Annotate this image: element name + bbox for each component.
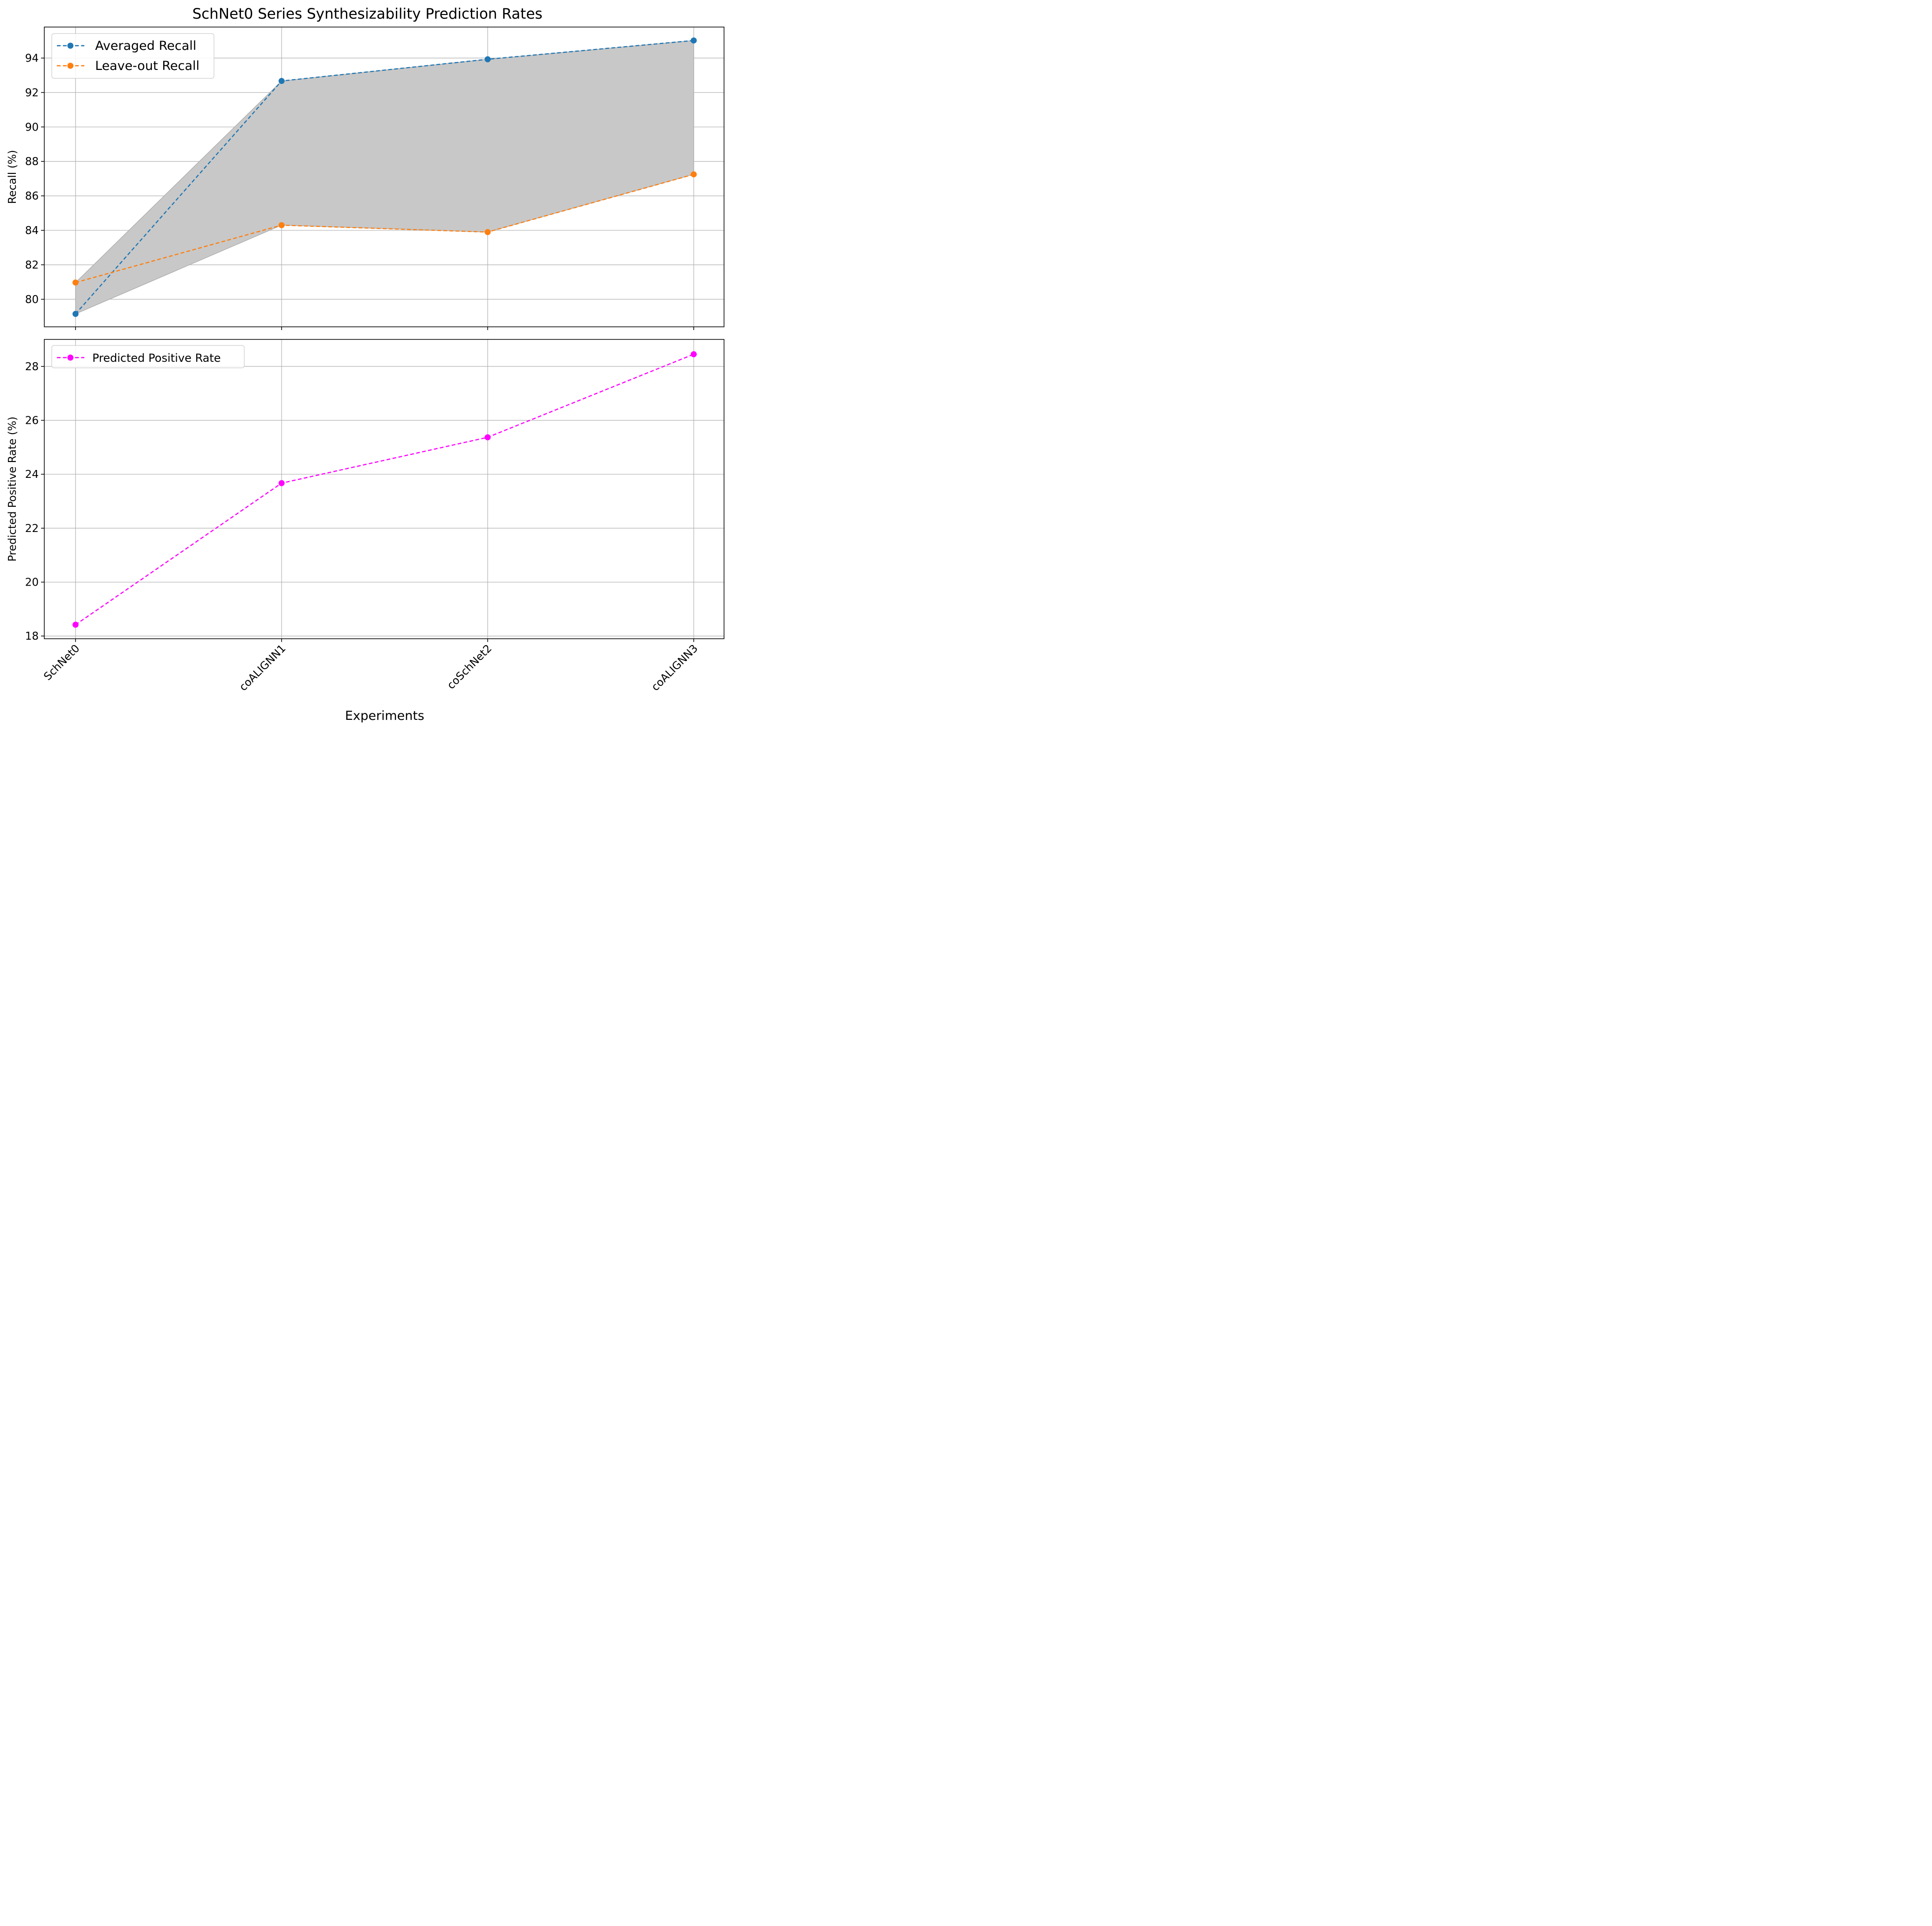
panel-2: 18 20 22 24 26 28 Predicted Positive Rate (%) P… bbox=[7, 339, 724, 642]
panels: 80 82 84 86 88 90 92 94 Recall (%) Averaged Recal… bbox=[7, 27, 724, 693]
y-tick-label: 26 bbox=[25, 415, 39, 427]
chart-title: SchNet0 Series Synthesizability Predicti… bbox=[192, 6, 542, 22]
y-tick-label: 20 bbox=[25, 577, 39, 589]
y-axis-label: Predicted Positive Rate (%) bbox=[7, 416, 19, 561]
x-tick-label: coALIGNN1 bbox=[237, 642, 289, 694]
y-tick-label: 82 bbox=[25, 259, 39, 271]
y-tick-label: 94 bbox=[25, 53, 39, 65]
data-point bbox=[690, 171, 697, 178]
y-tick-label: 28 bbox=[25, 361, 39, 373]
data-point bbox=[72, 621, 79, 628]
y-tick-label: 24 bbox=[25, 469, 39, 481]
y-tick-label: 84 bbox=[25, 225, 39, 237]
fill-between-area bbox=[75, 40, 694, 315]
legend-label: Predicted Positive Rate bbox=[92, 352, 221, 365]
legend-marker bbox=[67, 354, 74, 361]
data-point bbox=[72, 311, 79, 317]
data-point bbox=[690, 351, 697, 358]
y-tick-label: 18 bbox=[25, 630, 39, 642]
series-line bbox=[75, 353, 694, 625]
plot-frame bbox=[44, 339, 724, 639]
y-tick-label: 90 bbox=[25, 121, 39, 133]
legend: Predicted Positive Rate bbox=[51, 345, 245, 368]
series-leave-out-recall bbox=[72, 171, 697, 286]
legend-label: Leave-out Recall bbox=[95, 59, 200, 73]
x-tick-label: coSchNet2 bbox=[445, 642, 494, 692]
legend: Averaged Recall Leave-out Recall bbox=[51, 33, 214, 79]
data-point bbox=[278, 78, 285, 84]
y-tick-label: 92 bbox=[25, 87, 39, 99]
y-tick-label: 80 bbox=[25, 294, 39, 306]
data-point bbox=[690, 37, 697, 44]
data-point bbox=[72, 279, 79, 286]
data-point bbox=[484, 434, 491, 441]
x-tick-label: coALIGNN3 bbox=[649, 642, 701, 694]
y-axis-label: Recall (%) bbox=[7, 150, 19, 204]
panel-1: 80 82 84 86 88 90 92 94 Recall (%) Averaged Recal… bbox=[7, 27, 724, 330]
legend-marker bbox=[67, 62, 74, 69]
plot-frame bbox=[44, 27, 724, 327]
legend-box bbox=[51, 345, 245, 368]
x-tick-label: SchNet0 bbox=[41, 642, 82, 683]
legend-box bbox=[51, 33, 214, 79]
series-line bbox=[75, 40, 694, 315]
legend-marker bbox=[67, 42, 74, 49]
data-point bbox=[484, 229, 491, 235]
x-axis-label: Experiments bbox=[345, 709, 424, 723]
y-tick-label: 22 bbox=[25, 523, 39, 535]
series-predicted-positive-rate bbox=[72, 351, 697, 628]
series-averaged-recall bbox=[72, 37, 697, 317]
data-point bbox=[484, 56, 491, 62]
data-point bbox=[278, 222, 285, 228]
legend-label: Averaged Recall bbox=[95, 39, 196, 53]
chart: SchNet0 Series Synthesizability Predicti… bbox=[7, 6, 724, 723]
series-line bbox=[75, 173, 694, 283]
data-point bbox=[278, 480, 285, 486]
y-tick-label: 88 bbox=[25, 156, 39, 168]
y-tick-label: 86 bbox=[25, 190, 39, 202]
